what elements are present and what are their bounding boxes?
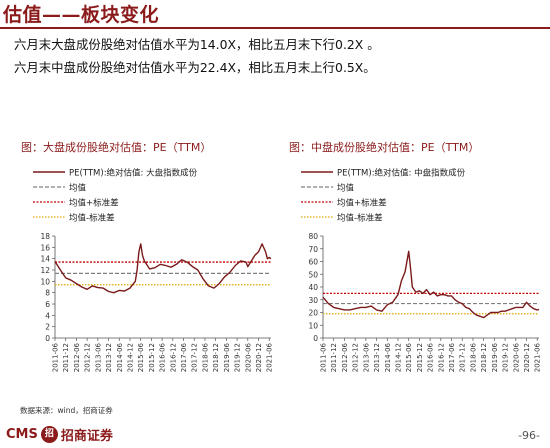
y-tick-label: 16 [40, 243, 50, 252]
y-tick-label: 6 [45, 300, 50, 309]
x-tick-label: 2018-12 [212, 343, 220, 372]
x-tick-label: 2012-06 [73, 342, 81, 372]
chart-mid-cap-pe: PE(TTM):绝对估值: 中盘指数成份 均值均值+标准差 均值-标准差 0 10 20 3… [289, 158, 545, 404]
y-tick-label: 80 [308, 232, 318, 241]
x-tick-label: 2011-12 [62, 343, 70, 372]
chart-title-mid-cap: 图：中盘成份股绝对估值：PE（TTM） [289, 141, 480, 154]
page-title: 估值——板块变化 [3, 4, 160, 26]
y-tick-label: 12 [40, 266, 50, 275]
x-tick-label: 2012-06 [341, 342, 349, 372]
summary-line-mid-cap: 六月末中盘成份股绝对估值水平为22.4X，相比五月末上行0.5X。 [14, 60, 376, 75]
x-tick-label: 2017-12 [191, 343, 199, 372]
legend-label: 均值-标准差 [337, 213, 383, 224]
y-tick-label: 50 [308, 270, 318, 279]
legend-label: PE(TTM):绝对估值: 大盘指数成份 [69, 168, 198, 179]
logo-mark-icon: 招 [40, 426, 58, 443]
x-tick-label: 2017-06 [448, 342, 456, 372]
chart-title-large-cap: 图：大盘成份股绝对估值：PE（TTM） [21, 141, 212, 154]
x-tick-label: 2012-12 [352, 343, 360, 372]
x-tick-label: 2016-12 [169, 343, 177, 372]
x-tick-label: 2020-06 [244, 342, 252, 372]
y-tick-label: 70 [308, 245, 318, 254]
x-tick-label: 2014-06 [384, 342, 392, 372]
y-tick-label: 10 [40, 277, 50, 286]
x-tick-label: 2013-12 [373, 343, 381, 372]
y-tick-label: 2 [45, 323, 50, 332]
chart-large-cap-pe: PE(TTM):绝对估值: 大盘指数成份 均值均值+标准差 均值-标准差 0 2 4 6 8 1… [21, 158, 277, 404]
page-number: -96- [518, 429, 540, 442]
x-tick-label: 2018-12 [480, 343, 488, 372]
pe-series-line [322, 250, 540, 319]
y-tick-label: 4 [45, 311, 50, 320]
x-tick-label: 2021-06 [534, 342, 542, 372]
title-underline [0, 27, 550, 29]
x-tick-label: 2015-06 [137, 342, 145, 372]
y-tick-label: 20 [308, 309, 318, 318]
x-tick-label: 2014-06 [116, 342, 124, 372]
legend-label: 均值 [69, 183, 87, 194]
x-tick-label: 2015-12 [416, 343, 424, 372]
y-tick-label: 8 [45, 289, 50, 298]
y-tick-label: 0 [313, 334, 318, 343]
x-tick-label: 2020-06 [512, 342, 520, 372]
x-tick-label: 2021-06 [266, 342, 274, 372]
x-tick-label: 2019-12 [502, 343, 510, 372]
legend-label: 均值+标准差 [337, 198, 387, 209]
pe-series-line [54, 243, 272, 294]
x-tick-label: 2016-06 [427, 342, 435, 372]
legend-label: 均值-标准差 [69, 213, 115, 224]
y-tick-label: 14 [40, 255, 50, 264]
x-tick-label: 2016-12 [437, 343, 445, 372]
legend-label: 均值+标准差 [69, 198, 119, 209]
y-tick-label: 0 [45, 334, 50, 343]
y-tick-label: 18 [40, 232, 50, 241]
y-tick-label: 40 [308, 283, 318, 292]
y-tick-label: 10 [308, 321, 318, 330]
x-tick-label: 2011-06 [320, 342, 328, 372]
company-logo: CMS 招 招商证券 [6, 425, 113, 444]
x-tick-label: 2013-06 [362, 342, 370, 372]
x-tick-label: 2018-06 [469, 342, 477, 372]
x-tick-label: 2019-06 [223, 342, 231, 372]
x-tick-label: 2013-12 [105, 343, 113, 372]
page-footer: CMS 招 招商证券 -96- [0, 425, 550, 448]
x-tick-label: 2017-12 [459, 343, 467, 372]
y-tick-label: 60 [308, 258, 318, 267]
x-tick-label: 2019-12 [234, 343, 242, 372]
summary-line-large-cap: 六月末大盘成份股绝对估值水平为14.0X，相比五月末下行0.2X 。 [14, 37, 380, 52]
x-tick-label: 2015-06 [405, 342, 413, 372]
x-tick-label: 2020-12 [255, 343, 263, 372]
logo-chinese-name: 招商证券 [60, 429, 113, 444]
logo-text: CMS [6, 427, 38, 442]
x-tick-label: 2013-06 [94, 342, 102, 372]
x-tick-label: 2011-06 [52, 342, 60, 372]
page-header: 估值——板块变化 [0, 0, 550, 29]
x-tick-label: 2020-12 [523, 343, 531, 372]
x-tick-label: 2015-12 [148, 343, 156, 372]
x-tick-label: 2014-12 [126, 343, 134, 372]
x-tick-label: 2017-06 [180, 342, 188, 372]
x-tick-label: 2019-06 [491, 342, 499, 372]
legend-label: PE(TTM):绝对估值: 中盘指数成份 [337, 168, 466, 179]
x-tick-label: 2011-12 [330, 343, 338, 372]
x-tick-label: 2012-12 [84, 343, 92, 372]
x-tick-label: 2014-12 [394, 343, 402, 372]
data-source-note: 数据来源：wind，招商证券 [20, 406, 113, 415]
legend-label: 均值 [337, 183, 355, 194]
y-tick-label: 30 [308, 296, 318, 305]
x-tick-label: 2016-06 [159, 342, 167, 372]
x-tick-label: 2018-06 [201, 342, 209, 372]
